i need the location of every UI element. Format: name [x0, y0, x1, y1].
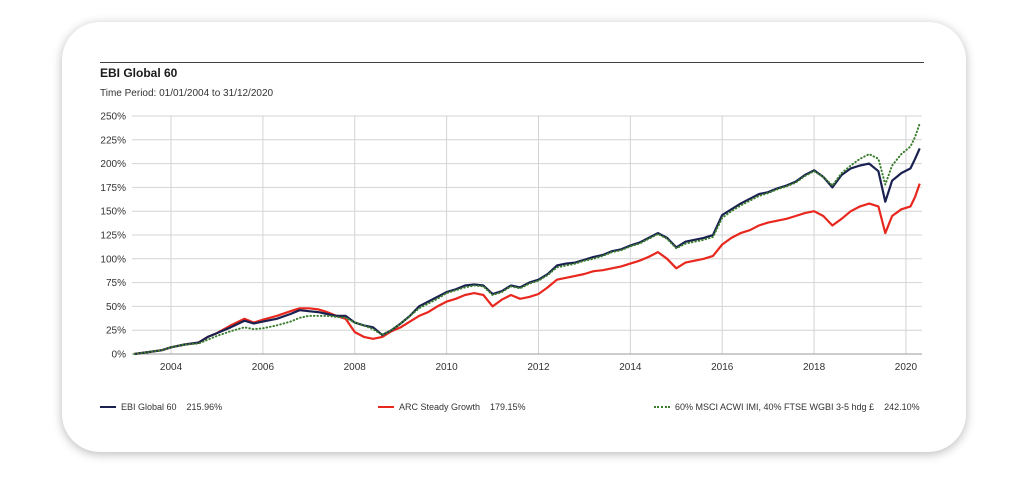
y-tick-label: 125%: [100, 231, 126, 242]
series-lines: [133, 122, 921, 356]
x-tick-label: 2004: [160, 362, 183, 373]
y-tick-label: 100%: [100, 254, 126, 265]
x-tick-label: 2008: [344, 362, 367, 373]
legend-value: 242.10%: [884, 402, 920, 412]
chart-grid: [132, 115, 922, 355]
series-line-ebi-global-60: [134, 147, 921, 356]
y-tick-label: 225%: [100, 135, 126, 146]
x-axis-ticks: 2004 2006 2008 2010 2012 2014 2016 2018 2020: [160, 362, 918, 373]
time-period: Time Period: 01/01/2004 to 31/12/2020: [100, 88, 274, 99]
legend-label: ARC Steady Growth: [399, 402, 481, 412]
series-line-arc-steady-growth: [134, 183, 921, 356]
y-tick-label: 25%: [106, 326, 126, 337]
x-tick-label: 2020: [895, 362, 918, 373]
y-tick-label: 50%: [106, 302, 126, 313]
legend-item-ebi-global-60: EBI Global 60 215.96%: [100, 402, 222, 412]
y-tick-label: 200%: [100, 159, 126, 170]
x-tick-label: 2018: [803, 362, 826, 373]
y-tick-label: 150%: [100, 207, 126, 218]
y-tick-label: 0%: [112, 350, 127, 361]
legend-swatch-red: [378, 406, 394, 408]
legend-value: 179.15%: [490, 402, 526, 412]
x-tick-label: 2012: [527, 362, 550, 373]
series-line-60-msci-acwi-imi-40-ftse-wgbi-3-5-hdg: [133, 122, 921, 355]
legend-item-benchmark: 60% MSCI ACWI IMI, 40% FTSE WGBI 3-5 hdg…: [654, 402, 920, 412]
header-rule: [100, 62, 924, 63]
legend-swatch-green-dotted: [654, 406, 670, 408]
y-tick-label: 250%: [100, 112, 126, 123]
y-axis-ticks: 0% 25% 50% 75% 100% 125% 150% 175% 200% 225% 250%: [100, 112, 126, 361]
chart-card: [62, 22, 966, 452]
legend-value: 215.96%: [186, 402, 223, 412]
x-tick-label: 2006: [252, 362, 275, 373]
x-tick-label: 2014: [619, 362, 642, 373]
y-tick-label: 175%: [100, 183, 126, 194]
x-tick-label: 2010: [435, 362, 458, 373]
y-tick-label: 75%: [106, 278, 126, 289]
legend-swatch-navy: [100, 406, 116, 408]
legend-label: EBI Global 60: [121, 402, 177, 412]
chart-title: EBI Global 60: [100, 66, 178, 80]
legend-item-arc-steady-growth: ARC Steady Growth 179.15%: [378, 402, 526, 412]
legend-label: 60% MSCI ACWI IMI, 40% FTSE WGBI 3-5 hdg…: [675, 402, 875, 412]
x-tick-label: 2016: [711, 362, 734, 373]
